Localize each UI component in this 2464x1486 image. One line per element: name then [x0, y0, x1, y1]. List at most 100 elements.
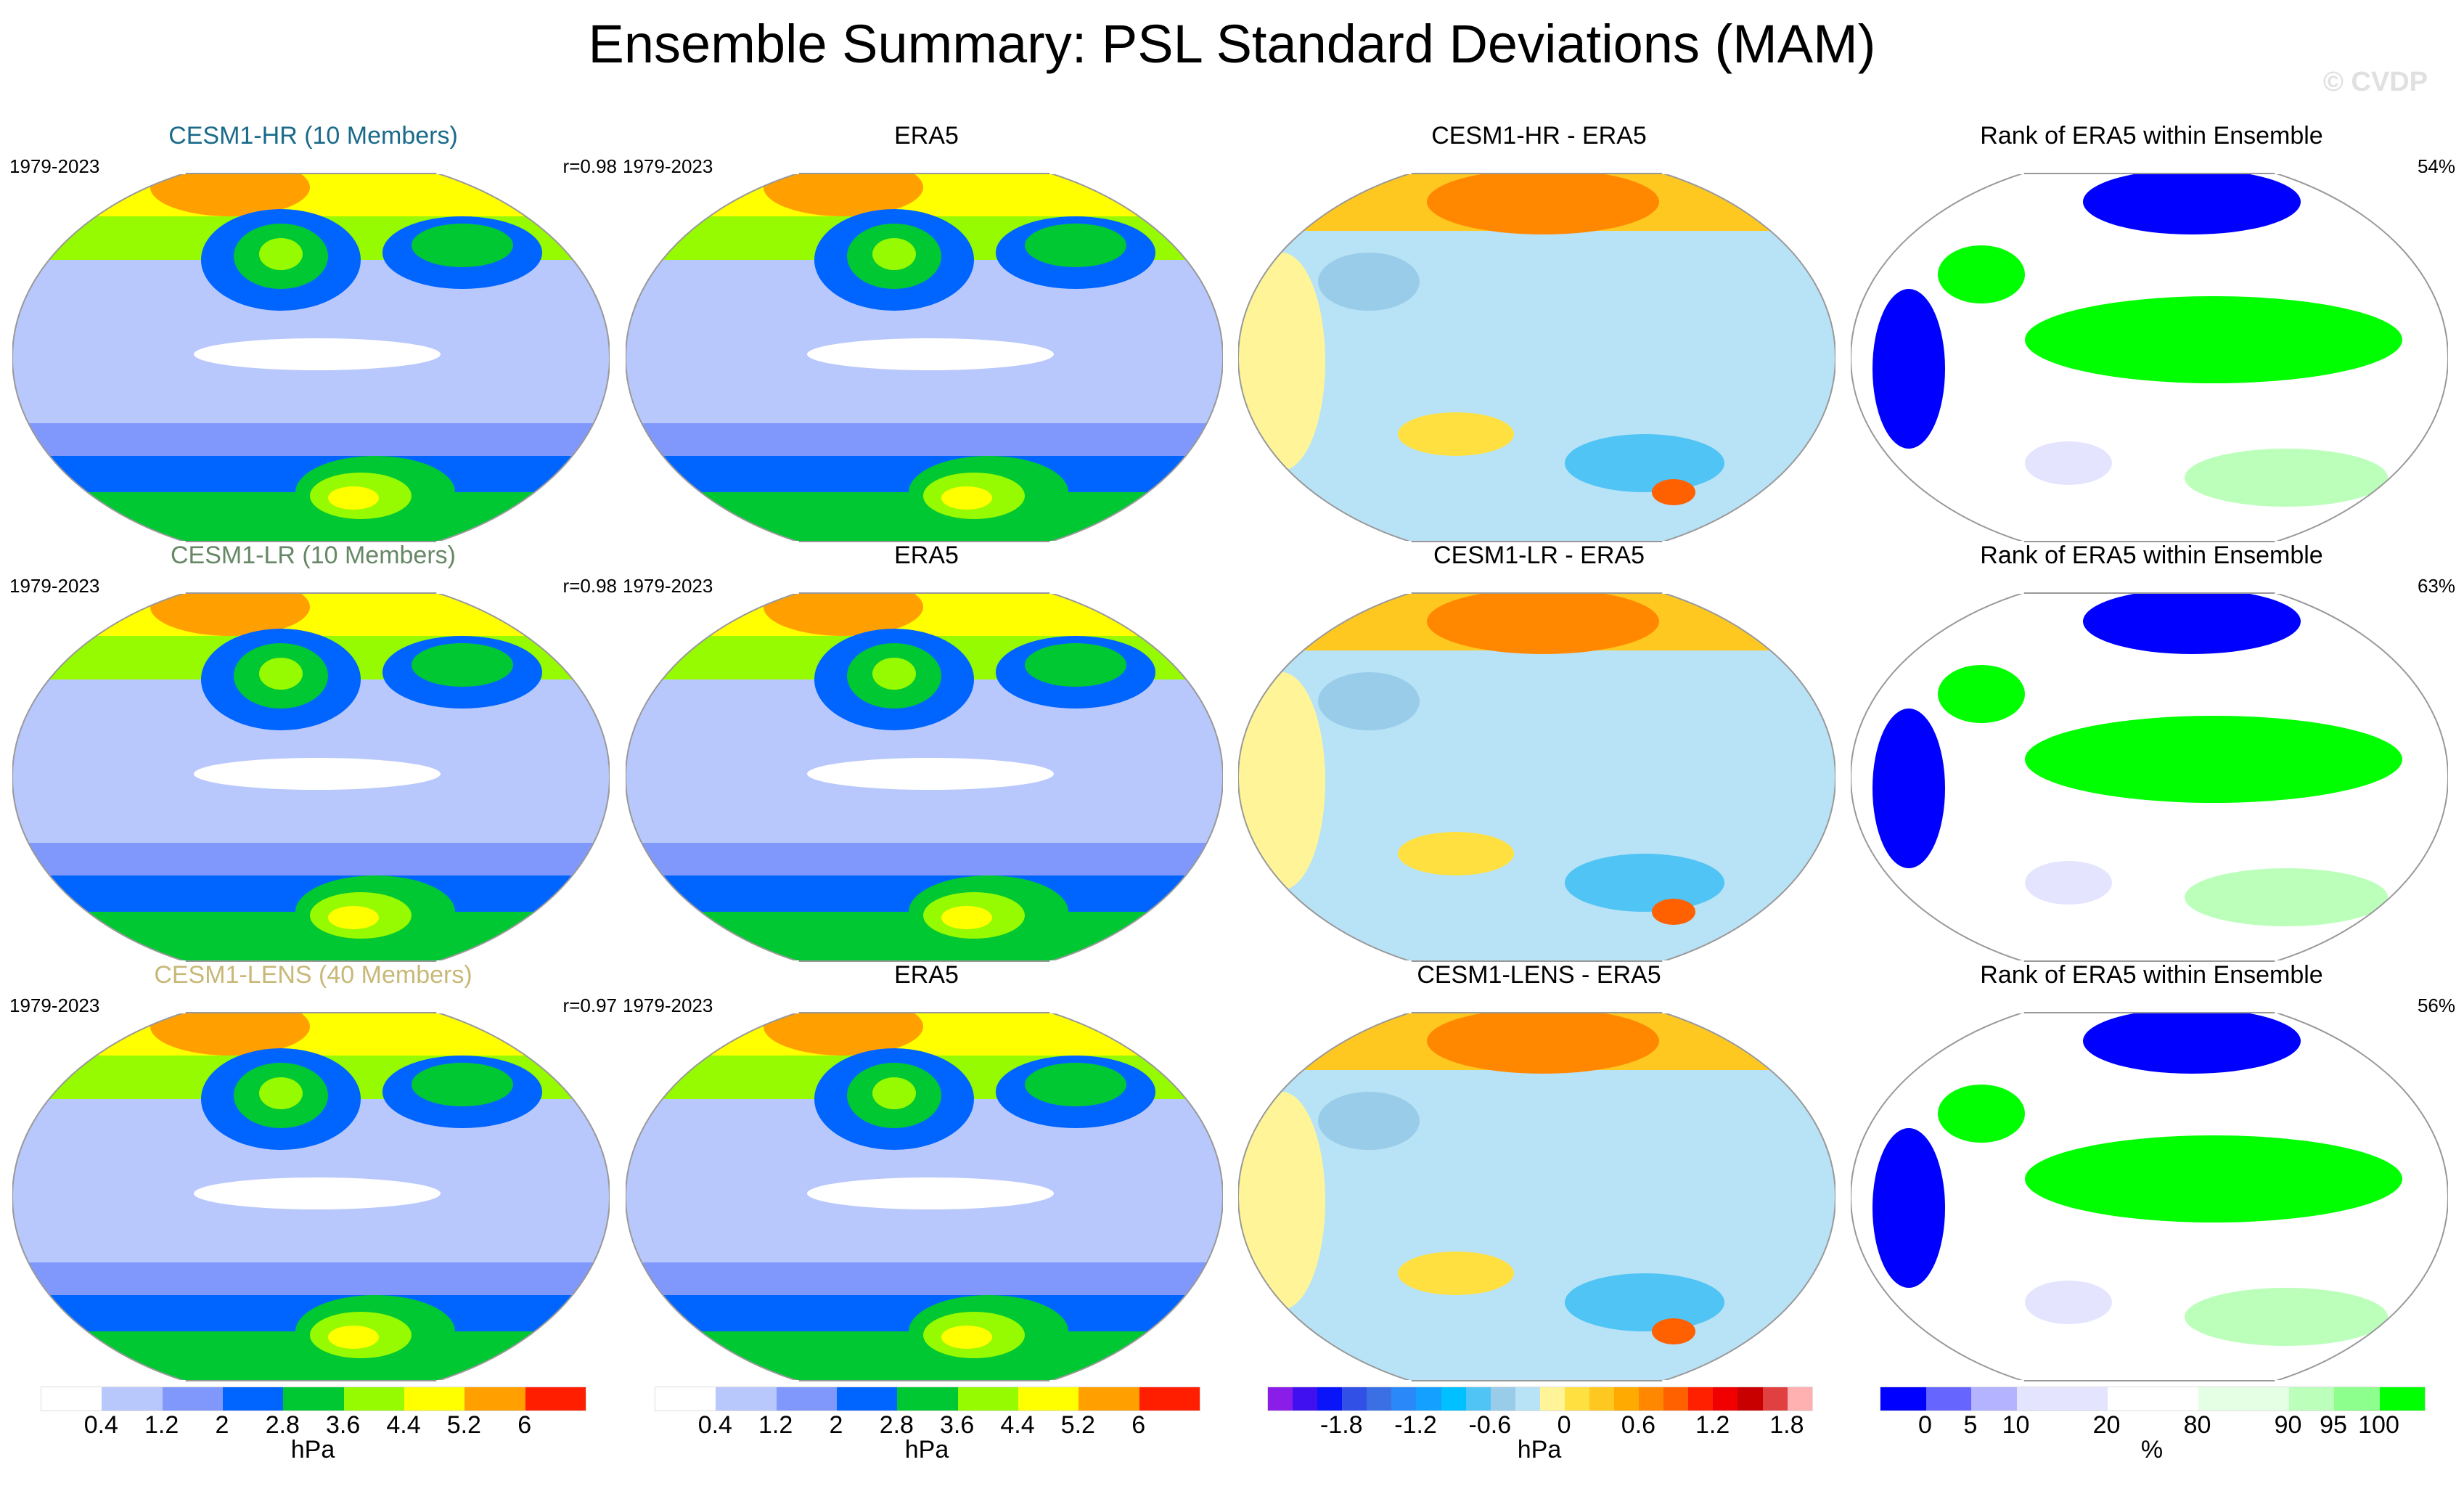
panel-title: CESM1-LENS - ERA5 — [1417, 961, 1661, 989]
colorbar-tick-label: 0.4 — [697, 1411, 732, 1439]
std-colorbar — [41, 1387, 586, 1411]
south-max — [1652, 899, 1695, 925]
band-south-mid — [12, 1262, 610, 1299]
colorbar-swatch — [1515, 1387, 1540, 1411]
colorbar-swatch — [1539, 1387, 1565, 1411]
map-std — [12, 173, 610, 542]
colorbar-swatch — [897, 1387, 958, 1411]
colorbar-tick-label: 3.6 — [940, 1411, 975, 1439]
colorbar-swatch — [283, 1387, 344, 1411]
colorbar-tick-label: 0 — [1918, 1411, 1932, 1439]
rank-high-asia — [1938, 245, 2025, 303]
model-std-panel: CESM1-LR (10 Members) 1979-2023 r=0.98 — [7, 542, 620, 1006]
colorbar-tick-label: 3.6 — [326, 1411, 361, 1439]
colorbar-swatch — [1880, 1387, 1926, 1411]
rank-low-north — [2083, 592, 2301, 654]
colorbar-tick-label: 0 — [1557, 1411, 1571, 1439]
atlantic-positive — [1238, 672, 1325, 890]
colorbar-swatch — [776, 1387, 837, 1411]
colorbar-tick-label: 4.4 — [1000, 1411, 1035, 1439]
natlantic-green — [1025, 224, 1126, 267]
colorbar-tick-label: -0.6 — [1468, 1411, 1512, 1439]
panel-title: ERA5 — [894, 542, 959, 569]
natlantic-green — [1025, 1063, 1126, 1106]
colorbar-swatch — [1971, 1387, 2017, 1411]
colorbar-swatch — [1139, 1387, 1200, 1411]
colorbar-swatch — [2198, 1387, 2289, 1411]
colorbar-tick-label: 0.6 — [1621, 1411, 1655, 1439]
colorbar-tick-label: 1.2 — [1695, 1411, 1730, 1439]
south-positive — [1398, 1252, 1514, 1295]
rank-panel: Rank of ERA5 within Ensemble 63% — [1845, 542, 2458, 1006]
colorbar-swatch — [836, 1387, 898, 1411]
obs-std-panel: ERA5 1979-2023 — [620, 961, 1233, 1426]
tropical-min — [194, 1177, 441, 1209]
colorbar-swatch — [2334, 1387, 2380, 1411]
colorbar-swatch — [464, 1387, 525, 1411]
colorbar-swatch — [1663, 1387, 1689, 1411]
map-std — [12, 592, 610, 962]
atlantic-positive — [1238, 253, 1325, 470]
colorbar-tick-label: 5 — [1963, 1411, 1978, 1439]
rank-low-north — [2083, 173, 2301, 234]
diff-colorbar — [1267, 1387, 1813, 1411]
colorbar-swatch — [162, 1387, 223, 1411]
tropical-min — [807, 1177, 1054, 1209]
rank-high-tropics — [2025, 296, 2402, 383]
arctic-max — [1427, 1012, 1659, 1074]
map-std — [626, 173, 1223, 542]
south-negative — [1565, 854, 1724, 912]
rank-high-asia — [1938, 665, 2025, 723]
spacific-max — [328, 906, 379, 929]
colorbar-tick-label: 95 — [2320, 1411, 2347, 1439]
arctic-max — [150, 1012, 310, 1056]
colorbar-swatch — [1367, 1387, 1392, 1411]
map-diff — [1238, 1012, 1835, 1381]
map-std — [626, 592, 1223, 962]
map-rank — [1851, 173, 2448, 542]
colorbar-units: % — [2140, 1436, 2164, 1463]
colorbar-tick-label: 4.4 — [386, 1411, 421, 1439]
rank-south-lightblue — [2025, 861, 2112, 905]
arctic-max — [764, 1012, 923, 1056]
colorbar-swatch — [1762, 1387, 1788, 1411]
colorbar-swatch — [1391, 1387, 1417, 1411]
colorbar-swatch — [2379, 1387, 2425, 1411]
band-south-mid — [12, 843, 610, 879]
panel-title: CESM1-LR - ERA5 — [1433, 542, 1645, 569]
colorbar-tick-label: -1.2 — [1394, 1411, 1437, 1439]
tropical-min — [807, 758, 1054, 790]
south-positive — [1398, 832, 1514, 875]
asia-negative — [1318, 253, 1420, 311]
colorbar-tick-label: 6 — [517, 1411, 532, 1439]
south-max — [1652, 1318, 1695, 1344]
rank-south-lightgreen — [2185, 868, 2388, 926]
colorbar-swatch — [1268, 1387, 1293, 1411]
panel-title: Rank of ERA5 within Ensemble — [1980, 961, 2323, 989]
asia-negative — [1318, 672, 1420, 730]
tropical-min — [194, 338, 441, 370]
colorbar-tick-label: 5.2 — [446, 1411, 481, 1439]
panel-title: Rank of ERA5 within Ensemble — [1980, 122, 2323, 150]
colorbar-tick-label: 1.8 — [1769, 1411, 1804, 1439]
std-colorbar-obs — [655, 1387, 1200, 1411]
map-std — [12, 1012, 610, 1381]
south-negative — [1565, 1273, 1724, 1331]
tropical-min — [194, 758, 441, 790]
colorbar-tick-label: 2 — [215, 1411, 229, 1439]
colorbar-swatch — [525, 1387, 586, 1411]
figure-title: Ensemble Summary: PSL Standard Deviation… — [588, 14, 1876, 74]
asia-negative — [1318, 1092, 1420, 1150]
colorbar-tick-label: 1.2 — [758, 1411, 793, 1439]
cvdp-watermark: © CVDP — [2322, 67, 2428, 97]
arctic-max — [764, 173, 923, 216]
colorbar-swatch — [102, 1387, 163, 1411]
panel-title: CESM1-LR (10 Members) — [171, 542, 456, 569]
spacific-max — [941, 906, 992, 929]
colorbar-swatch — [1416, 1387, 1441, 1411]
rank-colorbar — [1880, 1387, 2426, 1411]
natlantic-green — [412, 224, 513, 267]
spacific-max — [941, 486, 992, 510]
tropical-min — [807, 338, 1054, 370]
rank-south-lightgreen — [2185, 1288, 2388, 1346]
